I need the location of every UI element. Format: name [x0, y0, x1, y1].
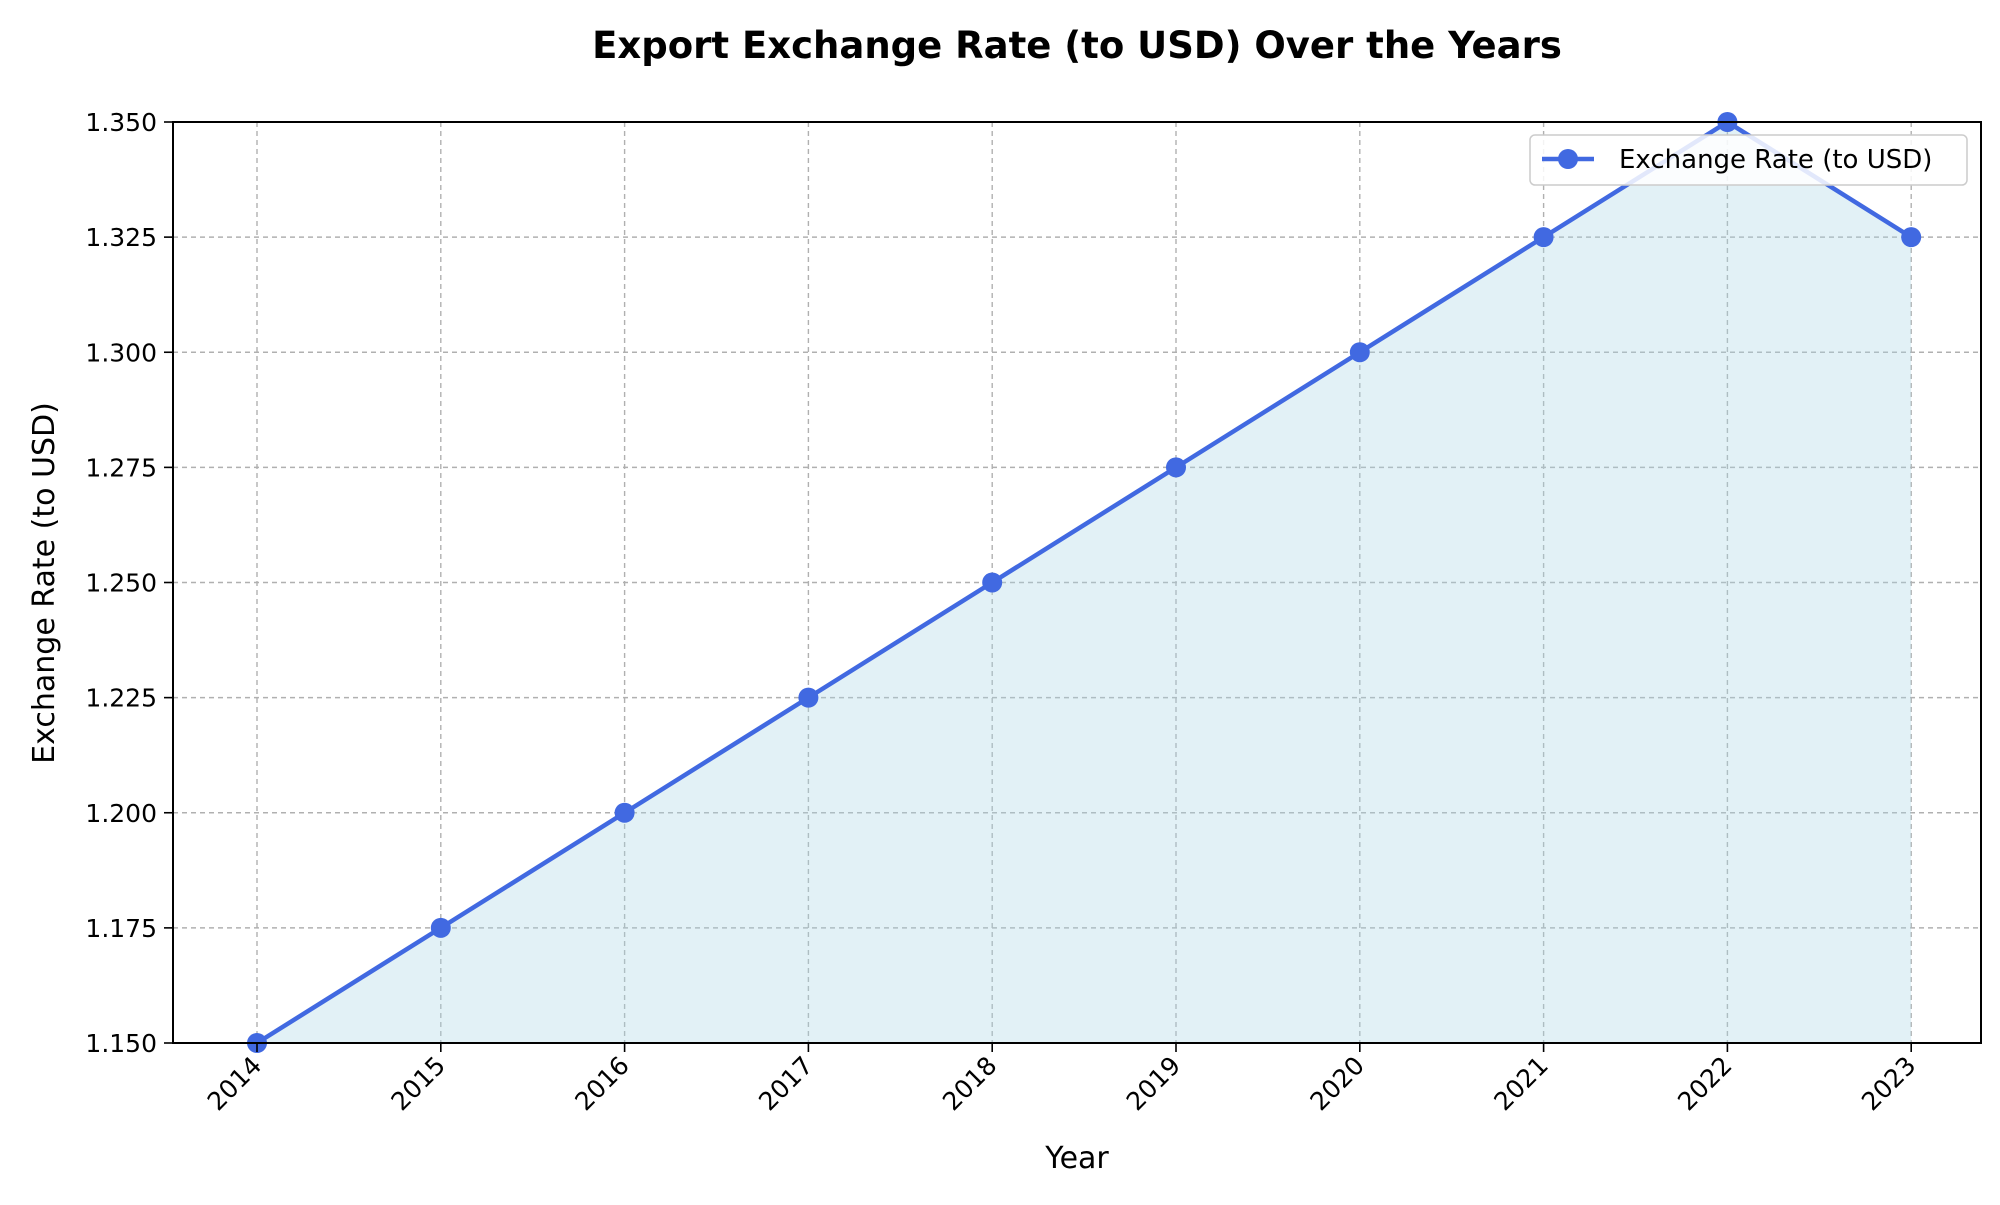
data-point-marker[interactable] — [430, 917, 451, 938]
y-tick-label: 1.150 — [85, 1029, 157, 1058]
chart-title: Export Exchange Rate (to USD) Over the Y… — [592, 24, 1562, 67]
data-point-marker[interactable] — [614, 802, 635, 823]
x-tick-label: 2018 — [937, 1051, 1002, 1116]
y-axis-label: Exchange Rate (to USD) — [27, 402, 62, 764]
x-tick-label: 2020 — [1305, 1051, 1370, 1116]
x-tick-label: 2019 — [1121, 1051, 1186, 1116]
x-axis-label: Year — [1044, 1141, 1109, 1176]
x-tick-label: 2017 — [753, 1051, 818, 1116]
y-tick-label: 1.175 — [85, 914, 157, 943]
y-tick-label: 1.250 — [85, 569, 157, 598]
legend-box — [1529, 134, 1968, 186]
data-point-marker[interactable] — [1533, 227, 1554, 248]
x-tick-label: 2016 — [569, 1051, 634, 1116]
y-tick-label: 1.350 — [85, 108, 157, 137]
series-area-fill — [257, 122, 1912, 1043]
data-point-marker[interactable] — [798, 687, 819, 708]
legend[interactable]: Exchange Rate (to USD) — [1529, 134, 1968, 186]
legend-label: Exchange Rate (to USD) — [1619, 145, 1932, 175]
x-tick-label: 2021 — [1488, 1051, 1553, 1116]
data-point-marker[interactable] — [982, 572, 1003, 593]
data-point-marker[interactable] — [1349, 342, 1370, 363]
y-tick-label: 1.325 — [85, 223, 157, 252]
x-tick-label: 2022 — [1672, 1051, 1737, 1116]
x-tick-label: 2015 — [386, 1051, 451, 1116]
y-tick-label: 1.225 — [85, 684, 157, 713]
y-tick-label: 1.200 — [85, 799, 157, 828]
y-tick-label: 1.275 — [85, 453, 157, 482]
x-tick-label: 2014 — [202, 1051, 267, 1116]
data-point-marker[interactable] — [1901, 227, 1922, 248]
x-tick-label: 2023 — [1856, 1051, 1921, 1116]
y-tick-label: 1.300 — [85, 338, 157, 367]
area-fill-layer — [257, 122, 1912, 1043]
legend-marker-sample — [1558, 149, 1578, 169]
data-point-marker[interactable] — [1166, 457, 1186, 478]
